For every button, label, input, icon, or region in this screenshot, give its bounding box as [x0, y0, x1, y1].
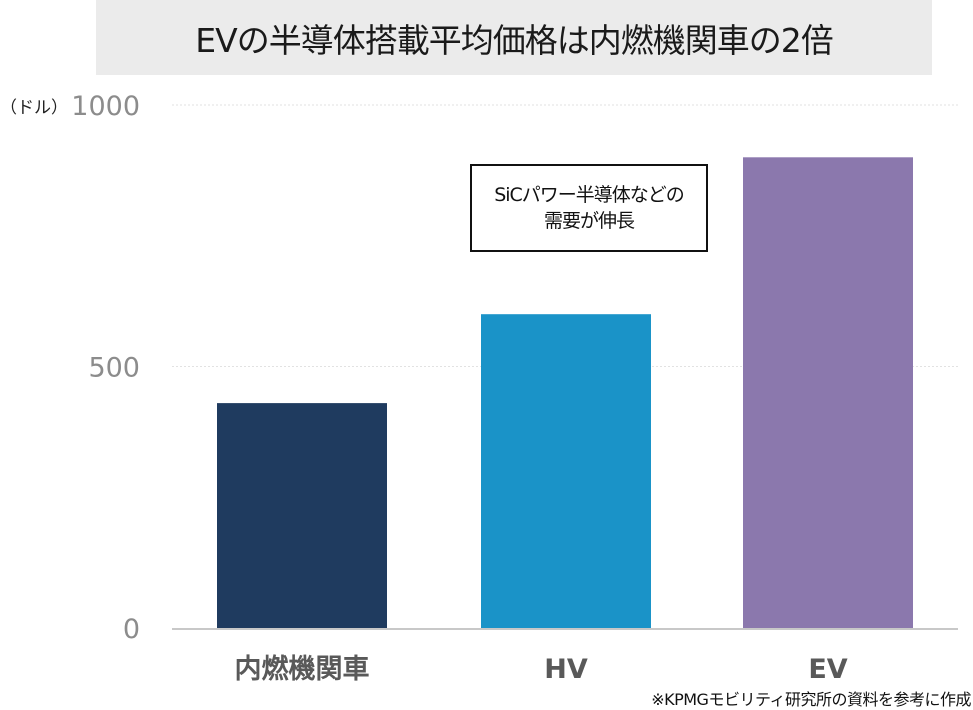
bar	[481, 314, 651, 628]
chart-title-bar: EVの半導体搭載平均価格は内燃機関車の2倍	[96, 0, 932, 75]
y-tick-label: 500	[88, 353, 140, 384]
y-tick-label: 1000	[71, 91, 140, 122]
source-footnote: ※KPMGモビリティ研究所の資料を参考に作成	[651, 690, 971, 709]
y-axis-unit-label: （ドル）	[0, 98, 68, 118]
bar	[217, 403, 387, 628]
annotation-callout-text: SiCパワー半導体などの 需要が伸長	[494, 182, 685, 234]
x-category-label: HV	[544, 654, 588, 685]
annotation-callout: SiCパワー半導体などの 需要が伸長	[470, 164, 708, 252]
annotation-line-2: 需要が伸長	[543, 210, 635, 232]
x-category-label: EV	[808, 654, 847, 685]
x-category-label: 内燃機関車	[235, 654, 370, 685]
chart-title: EVの半導体搭載平均価格は内燃機関車の2倍	[195, 20, 833, 60]
y-tick-label: 0	[123, 614, 140, 645]
annotation-line-1: SiCパワー半導体などの	[494, 184, 685, 206]
bar	[743, 157, 913, 629]
